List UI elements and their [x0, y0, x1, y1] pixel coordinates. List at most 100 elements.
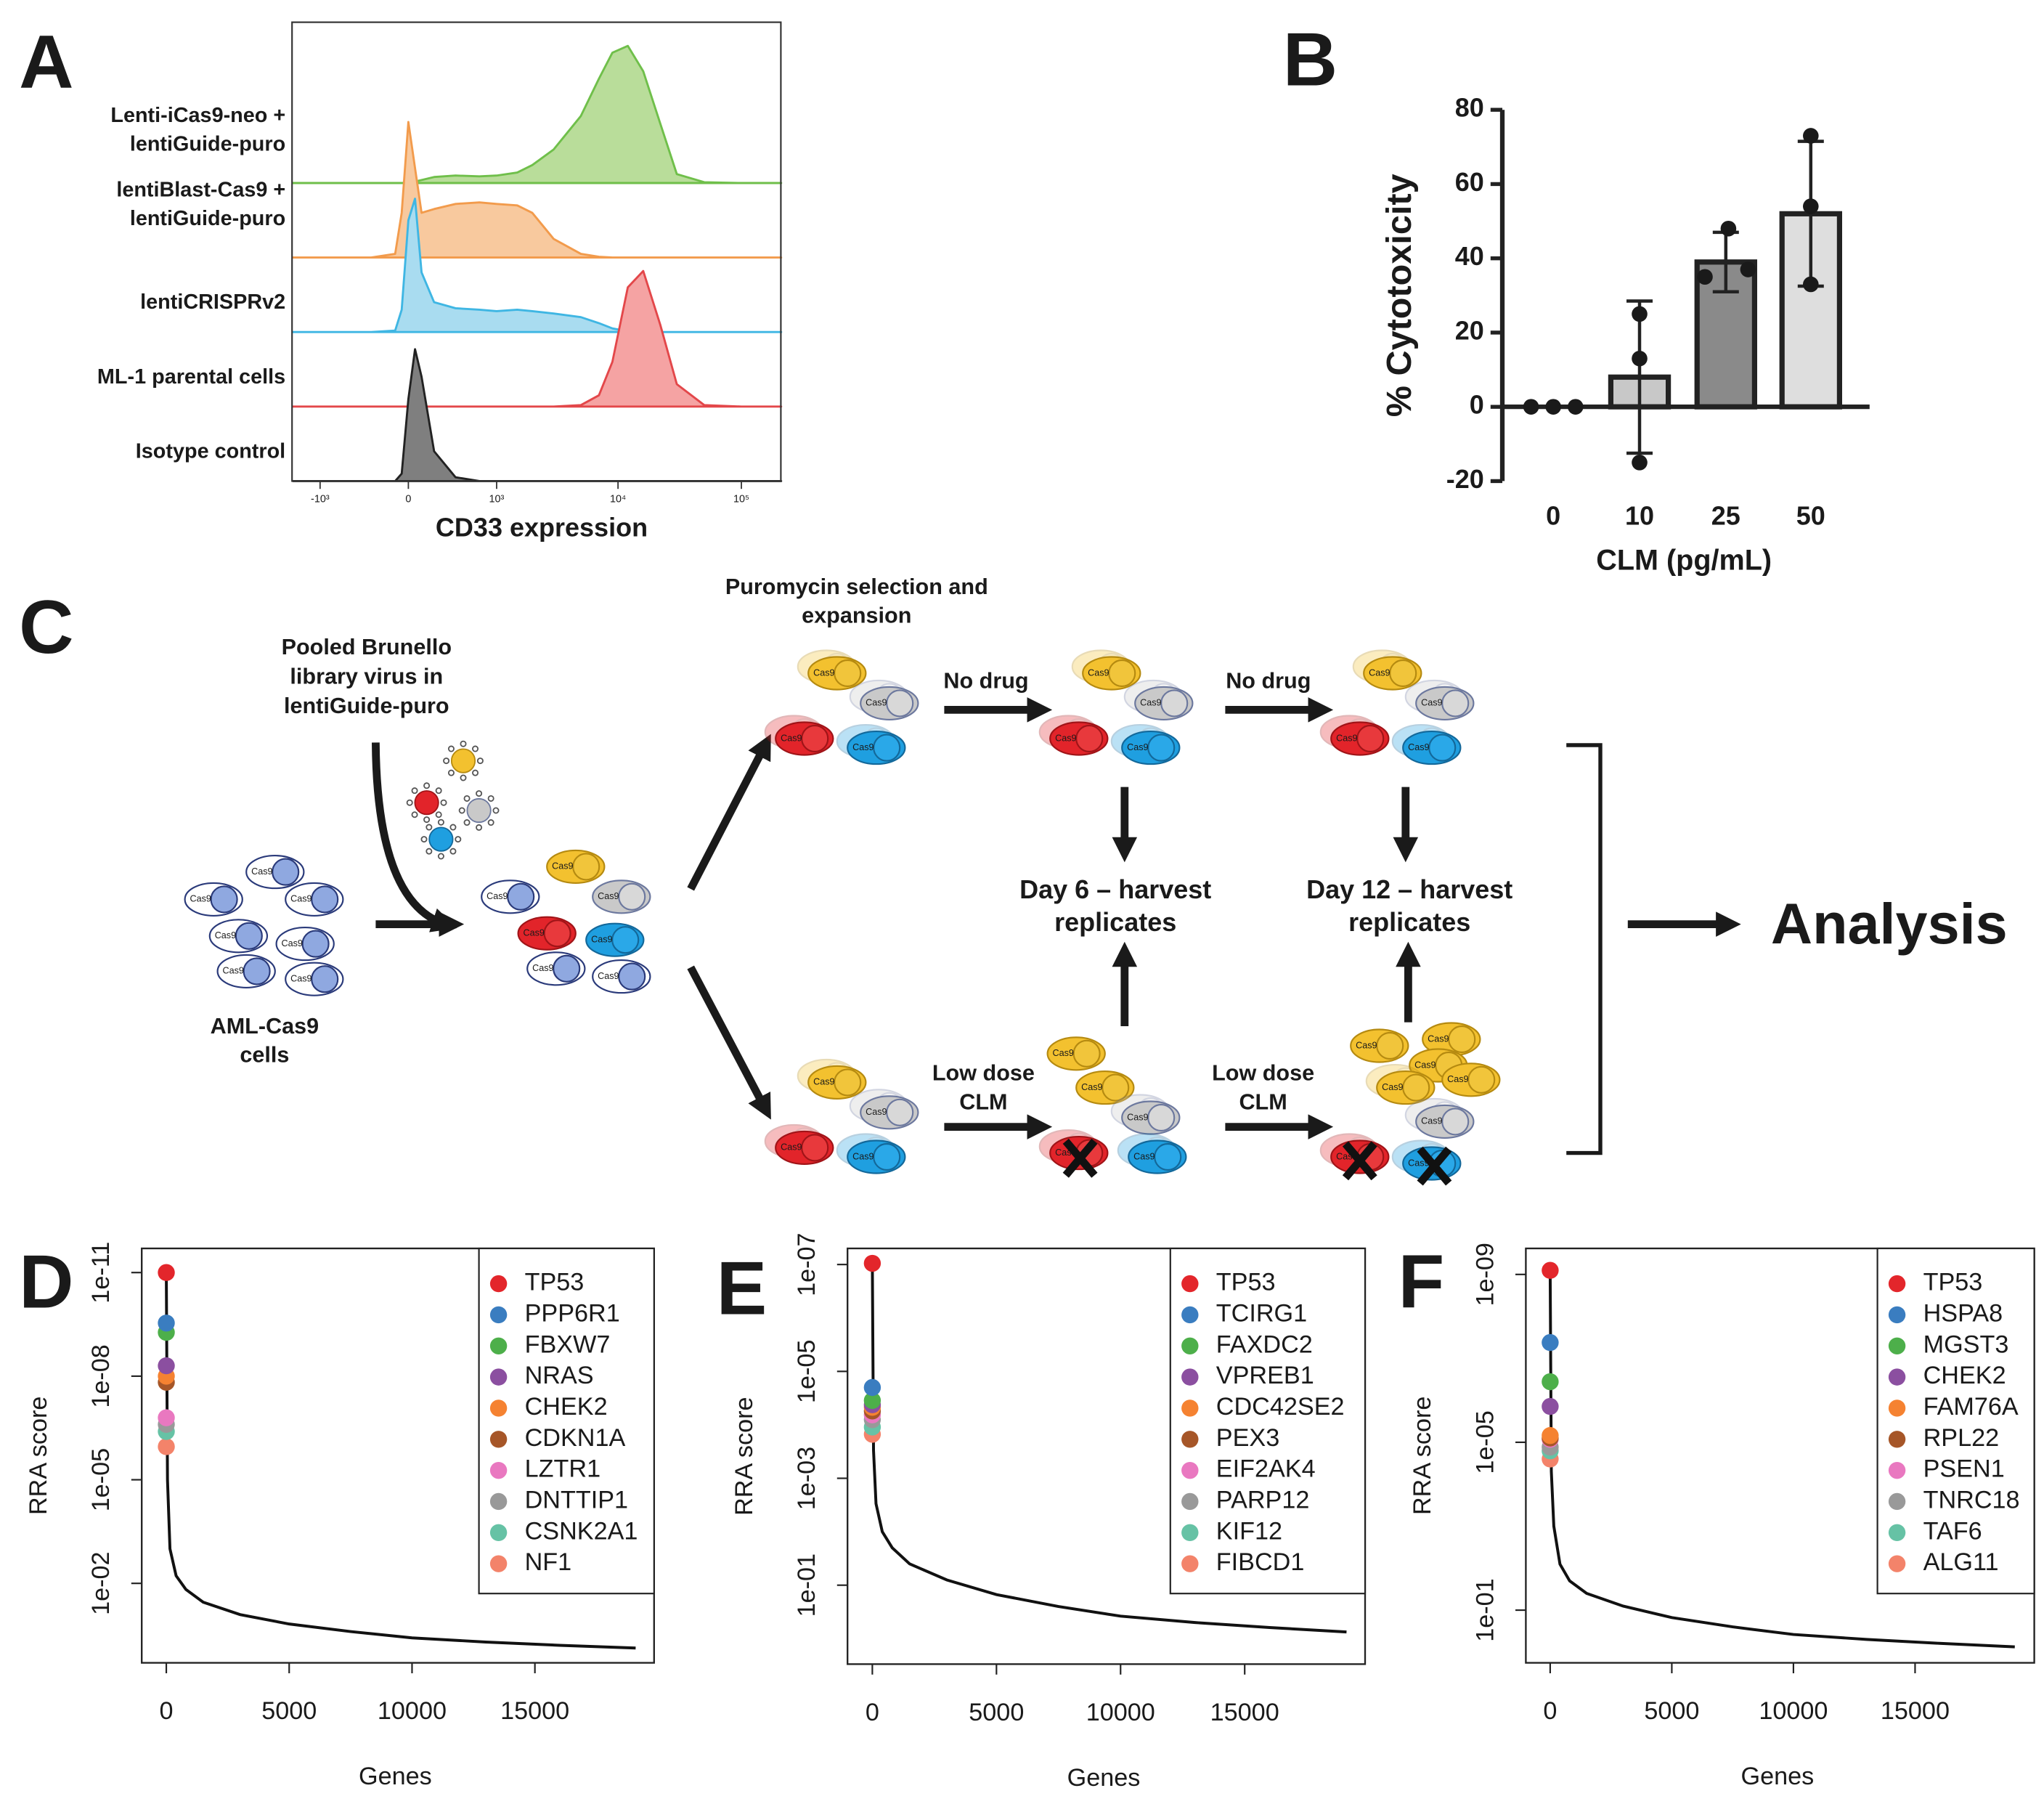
cell: Cas9	[847, 1139, 906, 1174]
legend-label: CDKN1A	[525, 1424, 626, 1452]
cell: Cas9	[208, 919, 269, 954]
x-tick-label: 0	[1543, 1697, 1557, 1725]
cell: Cas9	[1134, 686, 1194, 720]
density-curve	[292, 44, 783, 184]
cell-label: Cas9	[215, 930, 236, 940]
gene-point	[1542, 1397, 1559, 1415]
cell: Cas9	[585, 922, 645, 957]
cell-nucleus	[801, 724, 829, 753]
virus-spike	[487, 819, 494, 826]
density-curve	[292, 198, 783, 333]
diagram-label: Low dose	[932, 1061, 1035, 1086]
legend-swatch	[1181, 1399, 1199, 1417]
diagram-label: expansion	[802, 604, 911, 628]
gene-point	[1542, 1426, 1559, 1445]
cell-nucleus	[272, 858, 300, 886]
virus-spike	[449, 848, 457, 855]
diagram-label: Low dose	[1212, 1061, 1314, 1086]
legend-label: PARP12	[1216, 1487, 1310, 1514]
cell: Cas9	[184, 882, 243, 917]
cell-nucleus	[235, 922, 263, 950]
cell-label: Cas9	[1447, 1074, 1468, 1084]
legend-swatch	[1888, 1306, 1906, 1324]
legend-label: ALG11	[1923, 1548, 1999, 1576]
diagram-label: No drug	[1226, 669, 1311, 694]
cell: Cas9	[775, 721, 834, 756]
cell-nucleus	[1402, 1073, 1430, 1102]
gene-point	[863, 1378, 881, 1397]
cell-label: Cas9	[852, 1151, 874, 1161]
cell: Cas9	[1422, 1022, 1481, 1057]
dead-mark	[1342, 1141, 1377, 1181]
data-point	[1803, 128, 1819, 144]
diagram-label: Day 12 – harvest	[1306, 874, 1512, 904]
cell: Cas9	[592, 879, 651, 914]
cell-nucleus	[311, 885, 339, 914]
virus-spike	[476, 824, 483, 831]
legend-swatch	[1888, 1399, 1906, 1417]
cell: Cas9	[245, 855, 305, 890]
cell-nucleus	[311, 965, 339, 994]
bracket	[1566, 743, 1603, 1155]
cell: Cas9	[592, 959, 651, 994]
arrow	[687, 734, 771, 891]
diagram-label: CLM	[959, 1089, 1007, 1114]
rank-curve	[1548, 1270, 2015, 1649]
virus-spike	[420, 836, 428, 843]
y-tick-label: 1e-01	[793, 1553, 821, 1617]
cell-label: Cas9	[781, 733, 802, 743]
cell: Cas9	[481, 879, 540, 914]
legend-label: HSPA8	[1923, 1299, 2003, 1327]
virus-spike	[426, 848, 433, 855]
cell-label: Cas9	[552, 861, 573, 871]
cell-nucleus	[1441, 1108, 1470, 1136]
legend-label: TP53	[1216, 1269, 1276, 1296]
y-tick-label: 40	[1455, 241, 1484, 271]
virus-spike	[437, 818, 444, 826]
cell-nucleus	[834, 1068, 862, 1097]
cell: Cas9	[1350, 1028, 1409, 1063]
y-tick-label: -20	[1446, 464, 1484, 494]
diagram-label: replicates	[1348, 907, 1470, 937]
cell-label: Cas9	[1081, 1082, 1102, 1092]
y-tick-label: 1e-05	[87, 1448, 115, 1511]
cell-label: Cas9	[813, 667, 834, 678]
x-tick-label: 5000	[261, 1697, 317, 1725]
cell-label: Cas9	[598, 971, 619, 981]
cell-label: Cas9	[1055, 733, 1076, 743]
row-label: Lenti-iCas9-neo +	[110, 104, 285, 127]
panel-letter: C	[19, 585, 73, 670]
data-point	[1632, 306, 1648, 322]
virus-body	[428, 826, 454, 852]
panel-letter: D	[19, 1240, 73, 1325]
cell-label: Cas9	[1414, 1060, 1436, 1070]
density-curve	[292, 269, 783, 408]
cell: Cas9	[1402, 731, 1462, 765]
virus-spike	[476, 790, 483, 797]
y-tick-label: 1e-03	[793, 1447, 821, 1510]
x-tick-label: 15000	[1210, 1699, 1279, 1726]
legend-swatch	[489, 1492, 508, 1511]
virus-spike	[476, 757, 484, 765]
panel-letter: B	[1283, 17, 1337, 102]
cell-nucleus	[1441, 689, 1470, 718]
row-label: lentiBlast-Cas9 +	[116, 178, 285, 201]
data-point	[1568, 399, 1584, 415]
cell-label: Cas9	[813, 1077, 834, 1087]
virus	[458, 790, 500, 831]
data-point	[1697, 269, 1713, 285]
legend-label: MGST3	[1923, 1330, 2009, 1358]
cell-nucleus	[618, 882, 646, 911]
cell: Cas9	[216, 954, 276, 988]
virus-spike	[411, 811, 418, 818]
x-axis-label: Genes	[1741, 1763, 1815, 1790]
cell-nucleus	[1448, 1025, 1476, 1054]
legend-label: PSEN1	[1923, 1455, 2005, 1483]
x-axis-label: CD33 expression	[436, 513, 648, 543]
legend-label: FAXDC2	[1216, 1330, 1313, 1358]
y-tick-label: 1e-11	[87, 1242, 115, 1304]
plot-frame	[291, 21, 782, 482]
cell-label: Cas9	[1382, 1082, 1403, 1092]
diagram-label: Day 6 – harvest	[1019, 874, 1211, 904]
